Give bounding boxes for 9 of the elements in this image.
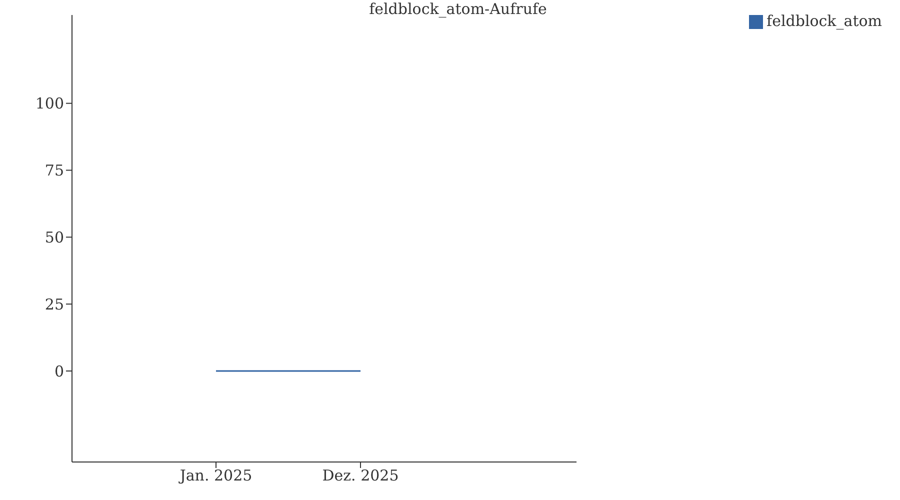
y-tick-label: 75 [44, 162, 64, 180]
y-tick-label: 25 [44, 295, 64, 314]
x-tick-label: Dez. 2025 [322, 466, 399, 485]
legend-label: feldblock_atom [766, 12, 882, 30]
chart-title: feldblock_atom-Aufrufe [369, 0, 547, 18]
y-tick-label: 100 [35, 94, 64, 113]
x-tick-label: Jan. 2025 [178, 466, 252, 485]
y-tick-label: 0 [54, 362, 64, 380]
y-tick-label: 50 [44, 228, 64, 246]
